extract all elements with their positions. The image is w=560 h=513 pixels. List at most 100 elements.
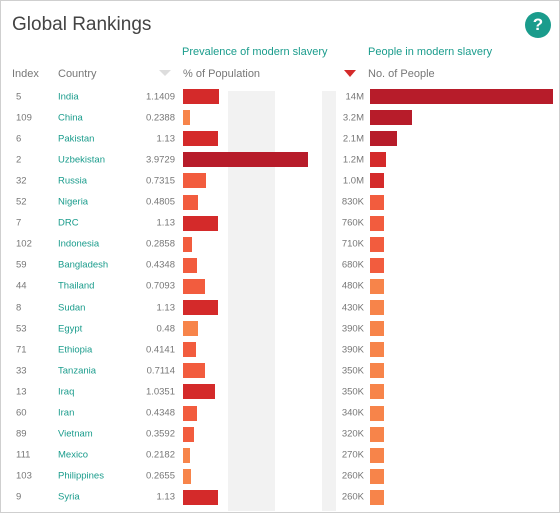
- people-bar: [370, 194, 384, 210]
- table-row[interactable]: 44 Thailand 0.7093 480K: [1, 276, 559, 297]
- help-button[interactable]: ?: [525, 12, 551, 38]
- rank-index: 71: [16, 344, 27, 356]
- country-link[interactable]: Tanzania: [58, 365, 97, 377]
- country-link[interactable]: Iraq: [58, 386, 75, 398]
- rank-index: 103: [16, 470, 32, 482]
- prevalence-bar: [183, 321, 199, 337]
- country-header[interactable]: Country: [58, 68, 97, 80]
- sort-inactive-icon[interactable]: [159, 70, 171, 76]
- index-header[interactable]: Index: [12, 68, 39, 80]
- table-row[interactable]: 5 India 1.1409 14M: [1, 86, 559, 107]
- table-row[interactable]: 8 Sudan 1.13 430K: [1, 297, 559, 318]
- percent-value: 0.4348: [145, 407, 175, 419]
- country-link[interactable]: Syria: [58, 491, 80, 503]
- table-row[interactable]: 109 China 0.2388 3.2M: [1, 107, 559, 128]
- people-value: 350K: [341, 365, 364, 377]
- people-value: 2.1M: [342, 133, 364, 145]
- country-link[interactable]: Thailand: [58, 280, 95, 292]
- rank-index: 109: [16, 112, 32, 124]
- prevalence-bar: [183, 173, 206, 189]
- table-row[interactable]: 89 Vietnam 0.3592 320K: [1, 424, 559, 445]
- percent-value: 0.7093: [145, 280, 175, 292]
- rank-index: 13: [16, 386, 27, 398]
- country-link[interactable]: Russia: [58, 175, 88, 187]
- prevalence-bar: [183, 257, 197, 273]
- prevalence-bar: [183, 110, 191, 126]
- people-bar: [370, 215, 384, 231]
- table-row[interactable]: 13 Iraq 1.0351 350K: [1, 381, 559, 402]
- table-row[interactable]: 102 Indonesia 0.2858 710K: [1, 234, 559, 255]
- table-row[interactable]: 59 Bangladesh 0.4348 680K: [1, 255, 559, 276]
- people-bar: [370, 300, 384, 315]
- people-bar: [370, 363, 384, 379]
- people-bar: [370, 257, 384, 273]
- percent-header[interactable]: % of Population: [183, 68, 261, 80]
- people-bar: [370, 405, 384, 421]
- table-row[interactable]: 60 Iran 0.4348 340K: [1, 403, 559, 424]
- people-bar: [370, 447, 384, 463]
- table-row[interactable]: 103 Philippines 0.2655 260K: [1, 466, 559, 487]
- rank-index: 6: [16, 133, 22, 145]
- table-row[interactable]: 52 Nigeria 0.4805 830K: [1, 192, 559, 213]
- table-row[interactable]: 32 Russia 0.7315 1.0M: [1, 170, 559, 191]
- table-row[interactable]: 33 Tanzania 0.7114 350K: [1, 360, 559, 381]
- country-link[interactable]: Philippines: [58, 470, 104, 482]
- prevalence-bar: [183, 89, 219, 104]
- people-header[interactable]: No. of People: [368, 68, 435, 80]
- prevalence-column-title[interactable]: Prevalence of modern slavery: [182, 46, 328, 58]
- people-bar: [370, 342, 384, 358]
- country-link[interactable]: Ethiopia: [58, 344, 93, 356]
- country-link[interactable]: Egypt: [58, 323, 83, 335]
- table-row[interactable]: 6 Pakistan 1.13 2.1M: [1, 128, 559, 149]
- rank-index: 33: [16, 365, 27, 377]
- prevalence-bar: [183, 342, 196, 358]
- rank-index: 60: [16, 407, 27, 419]
- table-row[interactable]: 2 Uzbekistan 3.9729 1.2M: [1, 149, 559, 170]
- prevalence-bar: [183, 363, 206, 379]
- people-bar: [370, 468, 384, 484]
- country-link[interactable]: China: [58, 112, 83, 124]
- rank-index: 59: [16, 259, 27, 271]
- country-link[interactable]: Vietnam: [58, 428, 93, 440]
- people-column-title[interactable]: People in modern slavery: [368, 46, 493, 58]
- country-link[interactable]: Iran: [58, 407, 75, 419]
- people-bar: [370, 278, 384, 294]
- table-row[interactable]: 111 Mexico 0.2182 270K: [1, 445, 559, 466]
- percent-value: 0.4805: [145, 196, 175, 208]
- country-link[interactable]: India: [58, 91, 79, 102]
- chart-grid-band: [322, 91, 336, 511]
- people-bar: [370, 236, 384, 252]
- people-bar: [370, 173, 384, 189]
- prevalence-bar: [183, 489, 219, 505]
- country-link[interactable]: Nigeria: [58, 196, 89, 208]
- country-link[interactable]: Pakistan: [58, 133, 95, 145]
- table-row[interactable]: 7 DRC 1.13 760K: [1, 213, 559, 234]
- country-link[interactable]: Sudan: [58, 302, 86, 313]
- table-row[interactable]: 9 Syria 1.13 260K: [1, 487, 559, 508]
- prevalence-bar: [183, 426, 195, 442]
- people-value: 350K: [341, 386, 364, 398]
- sort-active-icon[interactable]: [344, 70, 356, 77]
- country-link[interactable]: Bangladesh: [58, 259, 109, 271]
- country-link[interactable]: Mexico: [58, 449, 89, 461]
- prevalence-bar: [183, 152, 308, 168]
- percent-value: 1.13: [156, 217, 176, 229]
- prevalence-bar: [183, 131, 219, 147]
- rank-index: 102: [16, 238, 32, 250]
- rank-index: 53: [16, 323, 27, 335]
- country-link[interactable]: Uzbekistan: [58, 154, 105, 166]
- people-value: 710K: [341, 238, 364, 250]
- people-bar: [370, 110, 412, 126]
- rank-index: 44: [16, 280, 27, 292]
- rank-index: 2: [16, 154, 22, 166]
- prevalence-bar: [183, 215, 219, 231]
- table-row[interactable]: 71 Ethiopia 0.4141 390K: [1, 339, 559, 360]
- people-value: 1.2M: [342, 154, 364, 166]
- rank-index: 5: [16, 91, 22, 102]
- country-link[interactable]: DRC: [58, 217, 79, 229]
- rank-index: 8: [16, 302, 22, 313]
- country-link[interactable]: Indonesia: [58, 238, 100, 250]
- table-row[interactable]: 53 Egypt 0.48 390K: [1, 318, 559, 339]
- percent-value: 1.13: [156, 133, 176, 145]
